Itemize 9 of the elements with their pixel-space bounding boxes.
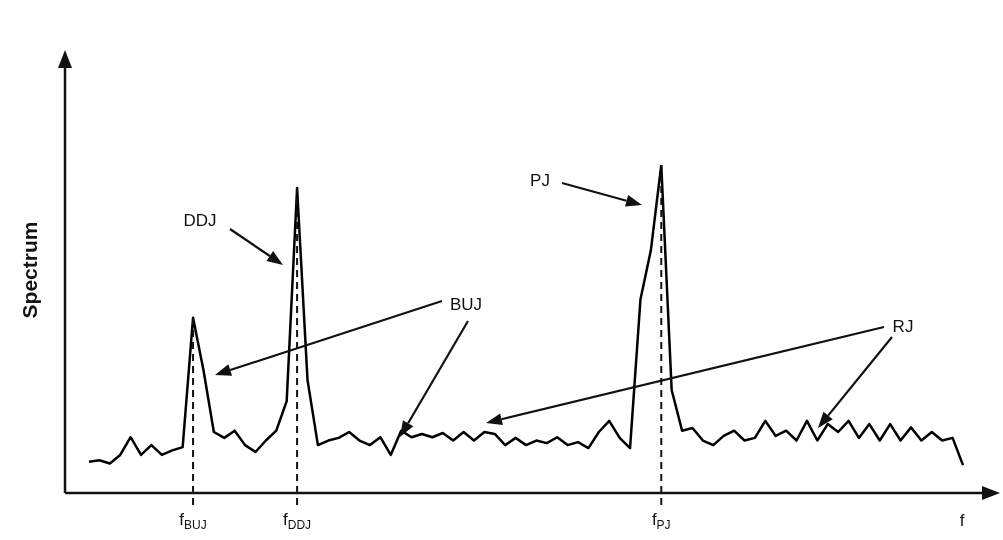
x-tick-label: f$_{BUJ}$ [179, 509, 207, 533]
annotation: RJ [892, 317, 914, 337]
x-axis-title: f [959, 511, 965, 531]
x-tick-label: f$_{DDJ}$ [283, 509, 312, 533]
y-axis-title: Spectrum [18, 221, 42, 319]
annotation: PJ [530, 171, 550, 191]
x-tick-label: f$_{PJ}$ [651, 509, 671, 533]
annotation: BUJ [449, 295, 483, 315]
annotation: DDJ [183, 211, 217, 231]
